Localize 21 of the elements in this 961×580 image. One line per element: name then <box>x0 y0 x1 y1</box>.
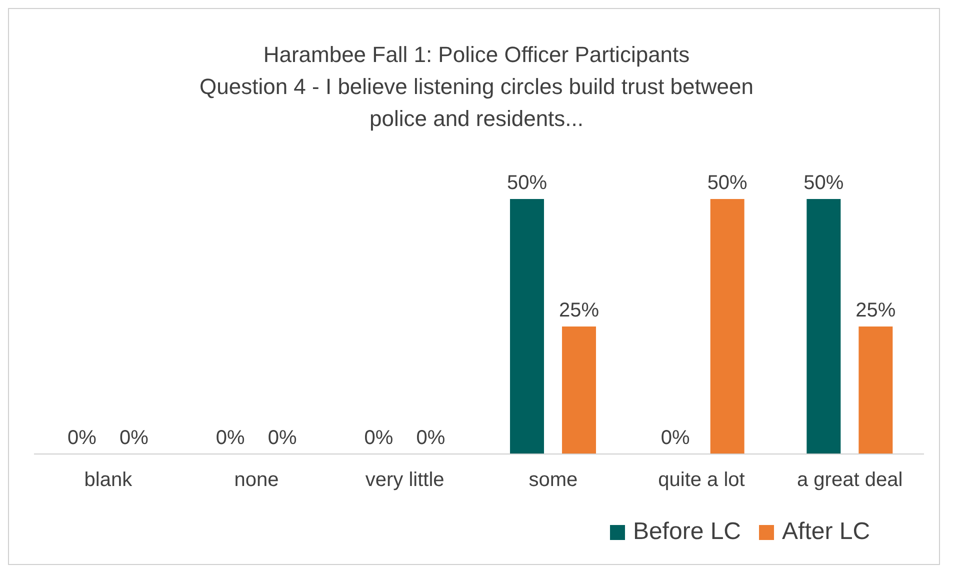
legend-label: After LC <box>782 518 870 546</box>
data-label: 0% <box>120 426 149 449</box>
data-label: 0% <box>68 426 97 449</box>
legend-label: Before LC <box>632 518 742 546</box>
chart-title: Harambee Fall 1: Police Officer Participants Question 4 - I believe listening circles build trust between police and residents... <box>198 41 754 133</box>
x-tick-label: a great deal <box>797 469 903 492</box>
data-label: 50% <box>707 172 748 194</box>
data-label: 0% <box>660 426 690 449</box>
data-label: 50% <box>804 172 844 194</box>
x-tick-label: blank <box>84 469 134 492</box>
x-tick-label: none <box>234 469 279 492</box>
data-label: 0% <box>364 426 394 449</box>
x-tick-label: very little <box>365 469 444 492</box>
data-label: 25% <box>856 300 896 322</box>
x-tick-label: some <box>528 469 578 492</box>
x-tick-label: quite a lot <box>658 469 746 492</box>
data-label: 0% <box>268 426 298 449</box>
data-label: 25% <box>558 300 600 322</box>
data-label: 50% <box>506 172 548 194</box>
data-label: 0% <box>416 426 446 449</box>
data-label: 0% <box>216 426 246 449</box>
